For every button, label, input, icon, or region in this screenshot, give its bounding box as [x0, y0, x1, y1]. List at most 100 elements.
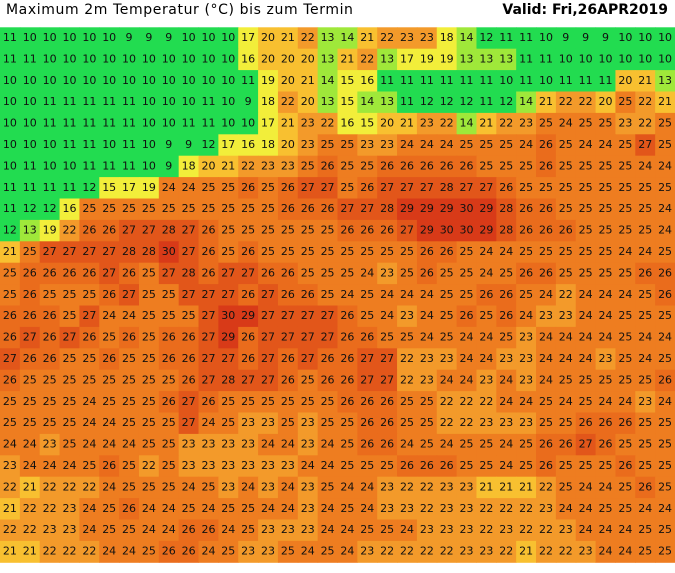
temperature-value: 23: [301, 416, 315, 429]
temperature-value: 25: [400, 395, 414, 408]
field-cell: [476, 198, 497, 221]
temperature-value: 25: [400, 331, 414, 344]
field-cell: [39, 48, 61, 71]
temperature-value: 26: [519, 202, 533, 215]
temperature-value: 21: [3, 502, 17, 515]
field-cell: [178, 476, 200, 499]
field-cell: [456, 241, 477, 264]
temperature-value: 25: [261, 181, 275, 194]
temperature-value: 12: [499, 95, 513, 108]
temperature-value: 23: [499, 523, 513, 536]
temperature-value: 27: [162, 266, 176, 279]
temperature-value: 24: [82, 502, 96, 515]
temperature-value: 27: [3, 352, 17, 365]
temperature-value: 11: [400, 74, 414, 87]
field-cell: [377, 241, 398, 264]
temperature-value: 26: [599, 416, 613, 429]
field-cell: [317, 326, 338, 349]
field-cell: [277, 198, 299, 221]
field-cell: [79, 476, 100, 499]
temperature-value: 21: [539, 95, 553, 108]
field-cell: [39, 198, 61, 221]
temperature-value: 24: [559, 352, 573, 365]
field-cell: [297, 70, 319, 92]
temperature-value: 25: [82, 202, 96, 215]
field-cell: [178, 48, 200, 71]
field-cell: [39, 519, 61, 542]
temperature-value: 24: [420, 138, 434, 151]
field-cell: [0, 433, 21, 456]
temperature-value: 12: [201, 138, 215, 151]
field-cell: [258, 70, 279, 92]
field-cell: [59, 112, 80, 135]
field-cell: [416, 369, 438, 392]
temperature-value: 23: [420, 523, 434, 536]
temperature-value: 24: [599, 331, 613, 344]
field-cell: [138, 219, 160, 242]
field-cell: [496, 369, 517, 392]
temperature-value: 25: [62, 373, 76, 386]
temperature-value: 24: [400, 438, 414, 451]
field-cell: [575, 219, 597, 242]
temperature-value: 19: [43, 224, 57, 237]
field-cell: [595, 177, 616, 199]
temperature-value: 23: [261, 523, 275, 536]
field-cell: [436, 519, 458, 542]
temperature-value: 26: [340, 224, 354, 237]
field-cell: [317, 433, 338, 456]
temperature-value: 25: [182, 502, 196, 515]
temperature-field: [0, 27, 675, 563]
field-cell: [39, 112, 61, 135]
temperature-value: 25: [638, 416, 652, 429]
field-cell: [99, 134, 120, 157]
temperature-value: 25: [519, 159, 533, 172]
field-cell: [198, 326, 219, 349]
field-cell: [655, 219, 675, 242]
temperature-value: 25: [321, 395, 335, 408]
field-cell: [655, 70, 675, 92]
temperature-value: 25: [321, 416, 335, 429]
field-cell: [119, 326, 140, 349]
field-cell: [178, 305, 200, 328]
field-cell: [258, 284, 279, 306]
field-cell: [59, 219, 80, 242]
temperature-value: 26: [122, 266, 136, 279]
temperature-value: 22: [638, 95, 652, 108]
temperature-value: 25: [599, 502, 613, 515]
field-cell: [416, 241, 438, 264]
field-cell: [377, 476, 398, 499]
temperature-value: 17: [261, 117, 275, 130]
temperature-value: 10: [43, 138, 57, 151]
temperature-value: 27: [182, 395, 196, 408]
temperature-value: 25: [142, 545, 156, 558]
temperature-value: 23: [301, 438, 315, 451]
field-cell: [595, 326, 616, 349]
temperature-value: 27: [221, 352, 235, 365]
field-cell: [258, 498, 279, 520]
field-cell: [218, 134, 239, 157]
field-cell: [59, 412, 80, 435]
field-cell: [337, 27, 358, 50]
temperature-value: 25: [638, 224, 652, 237]
temperature-value: 23: [440, 523, 454, 536]
temperature-value: 23: [479, 373, 493, 386]
field-cell: [19, 348, 41, 371]
field-cell: [436, 134, 458, 157]
temperature-value: 25: [559, 266, 573, 279]
temperature-value: 10: [618, 31, 632, 44]
field-cell: [317, 412, 338, 435]
field-cell: [119, 540, 140, 563]
field-cell: [377, 284, 398, 306]
temperature-value: 25: [579, 181, 593, 194]
field-cell: [19, 155, 41, 178]
temperature-value: 10: [499, 74, 513, 87]
temperature-value: 22: [3, 480, 17, 493]
field-cell: [635, 241, 656, 264]
field-cell: [575, 540, 597, 563]
field-cell: [138, 198, 160, 221]
field-cell: [39, 177, 61, 199]
field-cell: [615, 91, 636, 114]
field-cell: [19, 476, 41, 499]
temperature-value: 23: [479, 545, 493, 558]
field-cell: [178, 134, 200, 157]
